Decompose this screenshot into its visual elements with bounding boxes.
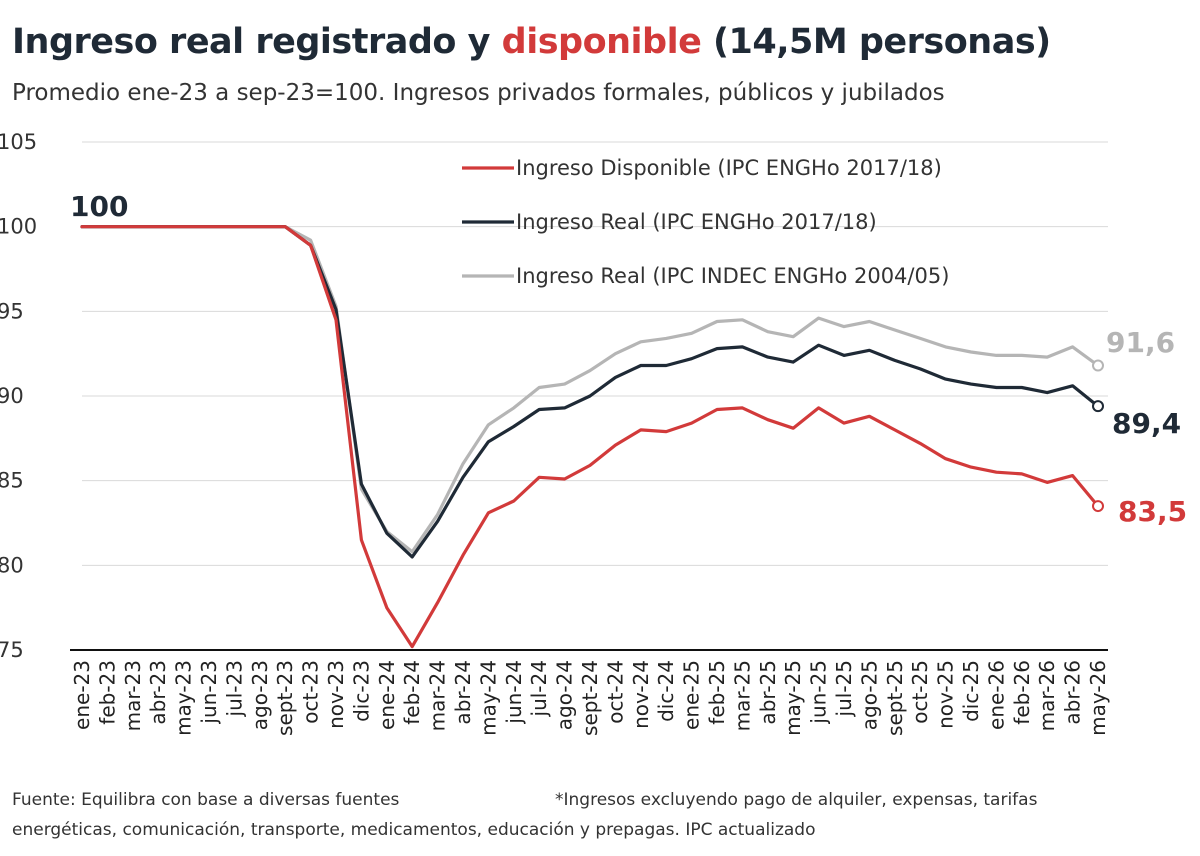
x-tick-label-oct-25: oct-25 (908, 660, 932, 724)
x-tick-label-jun-24: jun-24 (502, 660, 526, 725)
chart-title: Ingreso real registrado y disponible (14… (12, 22, 1051, 62)
series-line-disponible (80, 225, 1100, 649)
x-tick-label-nov-23: nov-23 (324, 660, 348, 729)
x-tick-label-dic-23: dic-23 (349, 660, 373, 722)
x-tick-label-ago-24: ago-24 (553, 660, 577, 730)
legend-label-real_2004: Ingreso Real (IPC INDEC ENGHo 2004/05) (516, 264, 949, 288)
x-tick-label-dic-25: dic-25 (959, 660, 983, 722)
x-tick-label-sept-24: sept-24 (578, 660, 602, 736)
x-tick-label-jun-25: jun-25 (807, 660, 831, 725)
x-tick-label-mar-24: mar-24 (426, 660, 450, 731)
x-tick-label-abr-25: abr-25 (756, 660, 780, 725)
x-tick-label-jul-24: jul-24 (527, 660, 551, 717)
end-point-real_2017 (1092, 400, 1104, 413)
title-part-2: (14,5M personas) (701, 22, 1051, 62)
x-tick-label-jul-23: jul-23 (222, 660, 246, 717)
x-tick-label-may-23: may-23 (172, 660, 196, 736)
footer-note-line-2: energéticas, comunicación, transporte, m… (12, 820, 816, 840)
title-highlight: disponible (501, 22, 702, 62)
x-tick-label-sept-23: sept-23 (273, 660, 297, 736)
end-label-disponible: 83,5 (1118, 495, 1187, 528)
y-tick-label-75: 75 (0, 638, 24, 662)
x-tick-label-abr-23: abr-23 (146, 660, 170, 725)
x-tick-label-abr-24: abr-24 (451, 660, 475, 725)
footer-note-line-1: *Ingresos excluyendo pago de alquiler, e… (555, 790, 1038, 810)
x-tick-label-abr-26: abr-26 (1061, 660, 1085, 725)
end-label-real_2004: 91,6 (1106, 326, 1175, 359)
x-tick-label-mar-23: mar-23 (121, 660, 145, 731)
x-tick-label-feb-25: feb-25 (705, 660, 729, 725)
end-point-real_2004 (1092, 359, 1104, 372)
footer-source: Fuente: Equilibra con base a diversas fu… (12, 790, 400, 810)
line-chart: 105 100 95 90 85 80 75 ene-23 feb-23 mar-23 abr-23… (0, 130, 1187, 736)
x-tick-label-ene-26: ene-26 (984, 660, 1008, 730)
title-part-1: Ingreso real registrado y (12, 22, 502, 62)
y-tick-label-95: 95 (0, 299, 24, 323)
x-tick-label-sept-25: sept-25 (883, 660, 907, 736)
x-tick-label-dic-24: dic-24 (654, 660, 678, 722)
legend-label-disponible: Ingreso Disponible (IPC ENGHo 2017/18) (516, 156, 942, 180)
x-tick-label-may-24: may-24 (476, 660, 500, 736)
x-tick-label-ene-25: ene-25 (680, 660, 704, 730)
x-tick-label-ago-23: ago-23 (248, 660, 272, 730)
x-tick-label-mar-26: mar-26 (1035, 660, 1059, 731)
y-tick-label-90: 90 (0, 384, 24, 408)
end-label-real_2017: 89,4 (1112, 407, 1181, 440)
x-tick-label-may-25: may-25 (781, 660, 805, 736)
x-tick-label-mar-25: mar-25 (730, 660, 754, 731)
x-tick-label-feb-26: feb-26 (1010, 660, 1034, 725)
y-tick-label-105: 105 (0, 130, 37, 154)
y-tick-label-80: 80 (0, 553, 24, 577)
x-tick-label-feb-24: feb-24 (400, 660, 424, 725)
x-tick-label-nov-24: nov-24 (629, 660, 653, 729)
x-tick-label-nov-25: nov-25 (934, 660, 958, 729)
end-point-disponible (1092, 500, 1104, 513)
x-tick-label-ene-23: ene-23 (70, 660, 94, 730)
x-tick-label-ene-24: ene-24 (375, 660, 399, 730)
y-tick-label-85: 85 (0, 469, 24, 493)
x-tick-label-feb-23: feb-23 (95, 660, 119, 725)
chart-subtitle: Promedio ene-23 a sep-23=100. Ingresos p… (12, 80, 945, 106)
x-tick-label-jun-23: jun-23 (197, 660, 221, 725)
x-tick-label-may-26: may-26 (1086, 660, 1110, 736)
x-tick-label-jul-25: jul-25 (832, 660, 856, 717)
x-tick-label-ago-25: ago-25 (857, 660, 881, 730)
x-tick-label-oct-24: oct-24 (603, 660, 627, 724)
start-label: 100 (70, 190, 128, 223)
legend-label-real_2017: Ingreso Real (IPC ENGHo 2017/18) (516, 210, 877, 234)
y-tick-label-100: 100 (0, 215, 37, 239)
x-tick-label-oct-23: oct-23 (299, 660, 323, 724)
